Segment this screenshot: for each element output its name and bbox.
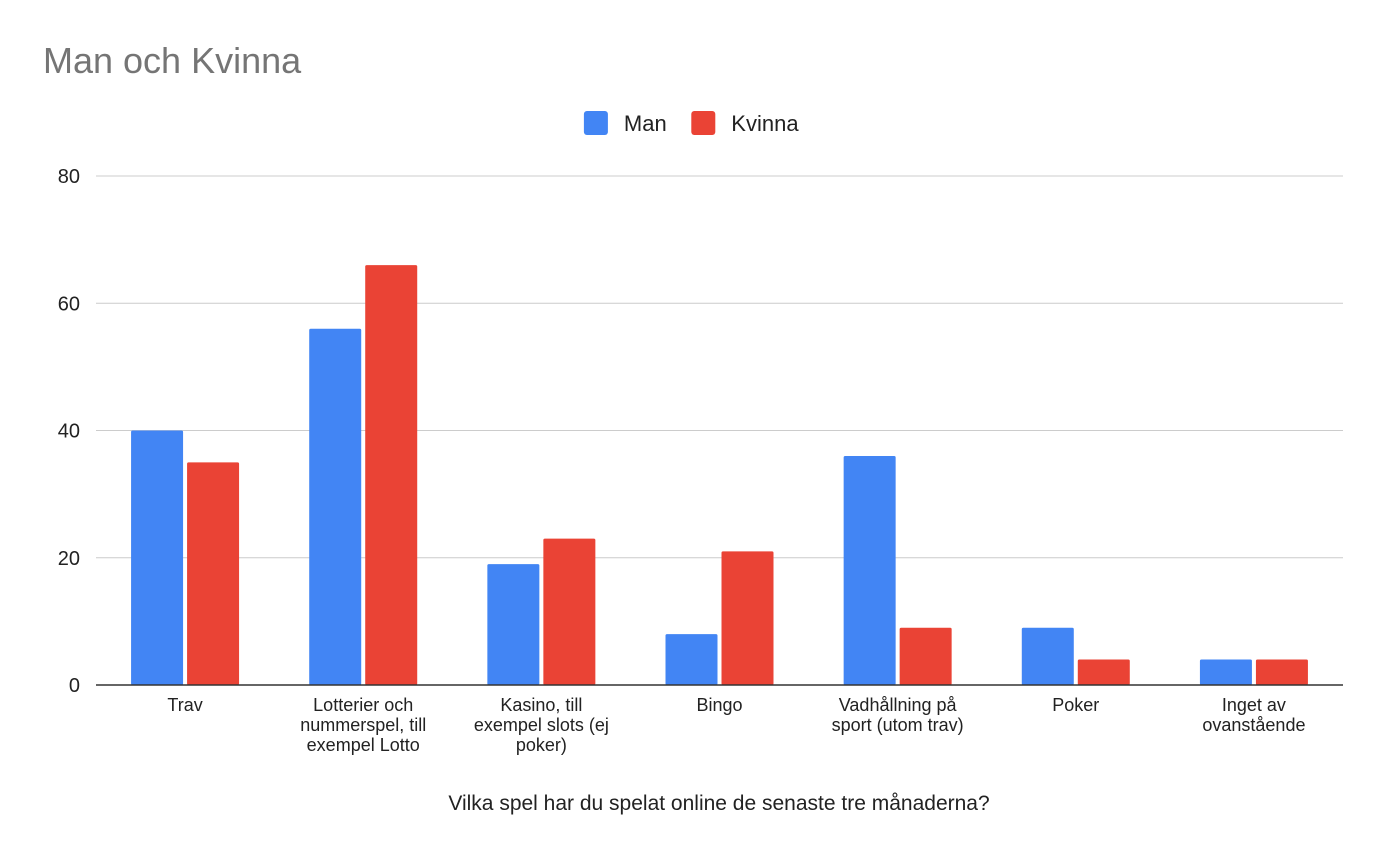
x-category-label-3: Kasino, till exempel slots (ej poker) xyxy=(474,695,609,755)
bar-kvinna-4 xyxy=(721,551,774,685)
x-category-label-line: ovanstående xyxy=(1202,715,1305,735)
x-category-label-line: Vadhållning på xyxy=(839,695,958,715)
bar-kvinna-5 xyxy=(899,627,952,685)
x-category-label-line: poker) xyxy=(516,735,567,755)
y-tick-label-80: 80 xyxy=(58,166,80,188)
bar-man-6 xyxy=(1021,627,1074,685)
bar-kvinna-7 xyxy=(1255,659,1308,685)
x-category-label-line: exempel slots (ej xyxy=(474,715,609,735)
x-category-label-line: exempel Lotto xyxy=(307,735,420,755)
x-category-label-line: Lotterier och xyxy=(313,695,413,715)
x-category-label-7: Inget av ovanstående xyxy=(1202,695,1305,735)
bar-man-5 xyxy=(843,455,896,685)
x-category-label-line: Kasino, till xyxy=(500,695,582,715)
x-category-label-line: Trav xyxy=(167,695,202,715)
bar-man-7 xyxy=(1199,659,1252,685)
bar-man-2 xyxy=(309,328,362,685)
x-category-label-line: Poker xyxy=(1052,695,1099,715)
legend-swatch-kvinna xyxy=(691,111,716,135)
x-category-label-line: sport (utom trav) xyxy=(832,715,964,735)
y-tick-label-60: 60 xyxy=(58,293,80,315)
bar-man-4 xyxy=(665,634,718,685)
chart-title: Man och Kvinna xyxy=(43,40,302,81)
x-axis-title: Vilka spel har du spelat online de senas… xyxy=(448,792,989,815)
x-category-label-line: nummerspel, till xyxy=(300,715,426,735)
bar-man-1 xyxy=(131,430,184,685)
y-tick-label-40: 40 xyxy=(58,421,80,443)
x-category-label-2: Lotterier och nummerspel, till exempel Lot… xyxy=(300,695,426,755)
y-tick-label-20: 20 xyxy=(58,548,80,570)
x-category-label-line: Inget av xyxy=(1222,695,1286,715)
x-category-label-6: Poker xyxy=(1052,695,1099,715)
x-category-label-1: Trav xyxy=(167,695,202,715)
bar-kvinna-6 xyxy=(1077,659,1130,685)
y-tick-label-0: 0 xyxy=(69,675,80,697)
bar-kvinna-2 xyxy=(365,265,418,685)
legend-label-kvinna: Kvinna xyxy=(731,111,799,136)
legend-label-man: Man xyxy=(624,111,667,136)
bar-kvinna-1 xyxy=(187,462,240,685)
x-category-label-4: Bingo xyxy=(696,695,742,715)
legend-swatch-man xyxy=(583,111,608,135)
x-category-label-line: Bingo xyxy=(696,695,742,715)
x-category-label-5: Vadhållning på sport (utom trav) xyxy=(832,695,964,735)
bar-kvinna-3 xyxy=(543,538,596,685)
bar-man-3 xyxy=(487,564,540,685)
